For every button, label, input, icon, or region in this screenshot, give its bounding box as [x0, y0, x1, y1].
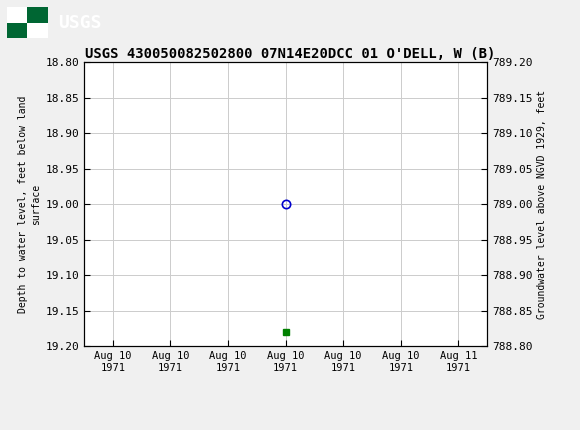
Y-axis label: Groundwater level above NGVD 1929, feet: Groundwater level above NGVD 1929, feet: [536, 90, 547, 319]
Text: USGS 430050082502800 07N14E20DCC 01 O'DELL, W (B): USGS 430050082502800 07N14E20DCC 01 O'DE…: [85, 47, 495, 61]
Bar: [7, 22, 27, 38]
Bar: [7, 7, 48, 38]
Text: USGS: USGS: [58, 14, 102, 31]
Bar: [27, 7, 48, 22]
Y-axis label: Depth to water level, feet below land
surface: Depth to water level, feet below land su…: [18, 95, 41, 313]
